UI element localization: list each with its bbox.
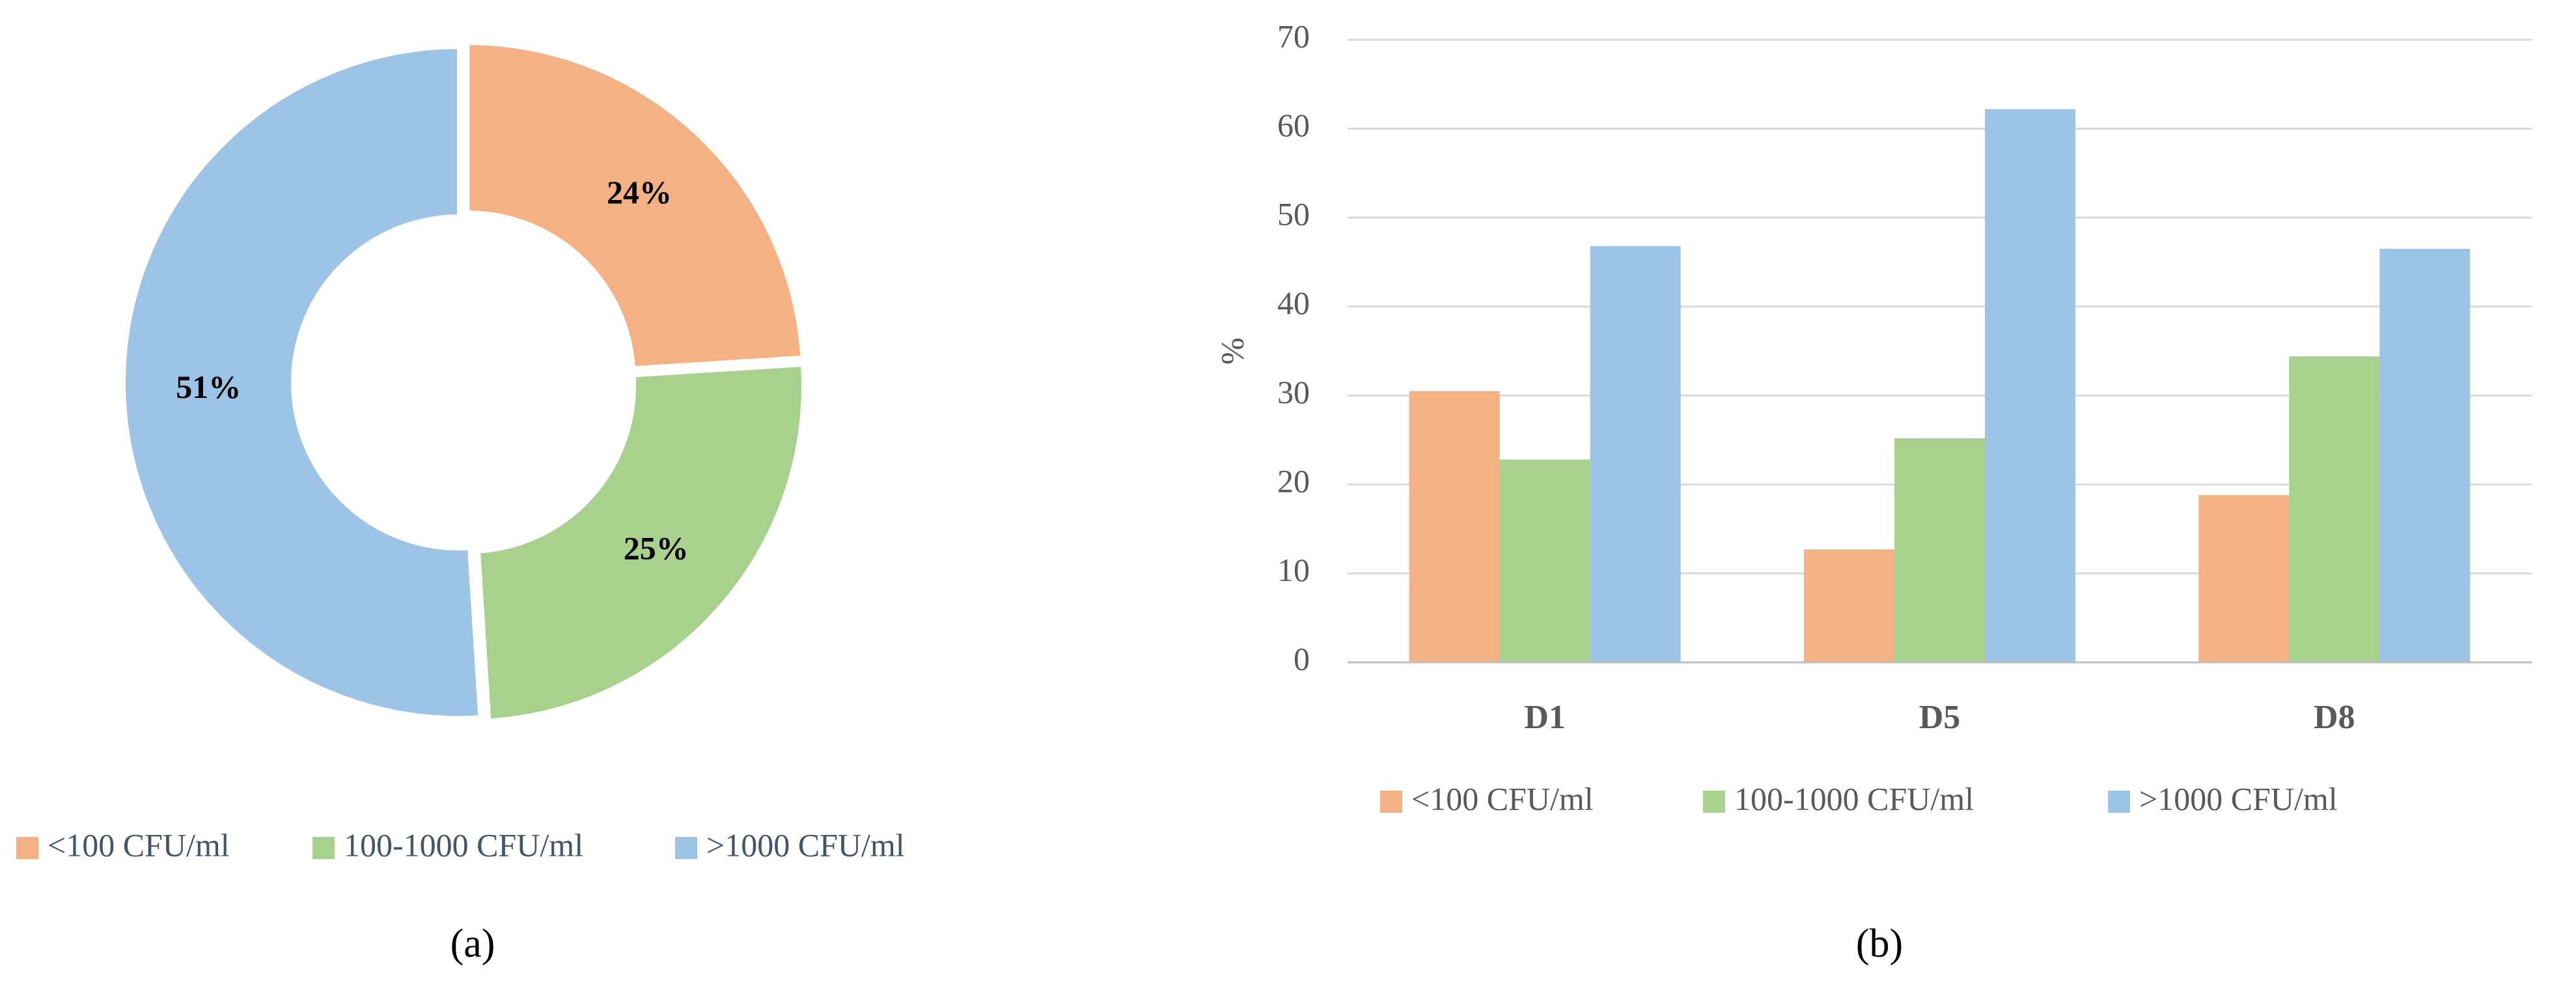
legend-label: 100-1000 CFU/ml: [344, 826, 583, 863]
bar: [1894, 438, 1985, 662]
y-axis-label: %: [1213, 337, 1250, 365]
caption: (a): [450, 922, 495, 966]
x-tick-label: D5: [1919, 699, 1961, 736]
data-label: 24%: [607, 174, 672, 210]
caption: (b): [1856, 922, 1903, 966]
legend-label: <100 CFU/ml: [1411, 780, 1594, 817]
donut-slice: [122, 45, 482, 720]
bar: [1804, 549, 1894, 662]
legend-swatch: [312, 837, 335, 859]
x-tick-label: D8: [2314, 699, 2355, 736]
bar: [1409, 391, 1500, 662]
y-tick-label: 40: [1277, 285, 1310, 321]
bar: [1985, 109, 2075, 663]
y-tick-label: 60: [1277, 107, 1310, 143]
y-tick-label: 20: [1277, 462, 1310, 499]
legend-swatch: [2108, 791, 2130, 813]
legend-label: >1000 CFU/ml: [706, 826, 905, 863]
y-tick-label: 50: [1277, 196, 1310, 233]
legend-swatch: [16, 837, 38, 859]
bar: [2379, 248, 2471, 662]
donut-slice: [476, 362, 805, 723]
bar: [1590, 246, 1681, 662]
bar: [1499, 459, 1590, 662]
y-tick-label: 10: [1277, 552, 1310, 588]
y-tick-label: 0: [1294, 640, 1310, 677]
data-label: 51%: [176, 369, 241, 405]
bar: [2289, 356, 2380, 662]
legend-label: >1000 CFU/ml: [2139, 780, 2338, 817]
x-tick-label: D1: [1524, 699, 1566, 736]
legend-label: 100-1000 CFU/ml: [1734, 780, 1974, 817]
data-label: 25%: [624, 529, 689, 566]
bar: [2198, 495, 2290, 662]
legend-swatch: [675, 837, 697, 859]
y-tick-label: 30: [1277, 374, 1310, 410]
legend-swatch: [1703, 791, 1725, 813]
y-tick-label: 70: [1277, 18, 1310, 54]
legend-swatch: [1380, 791, 1402, 813]
legend-label: <100 CFU/ml: [48, 826, 230, 863]
donut-slice: [465, 41, 805, 371]
